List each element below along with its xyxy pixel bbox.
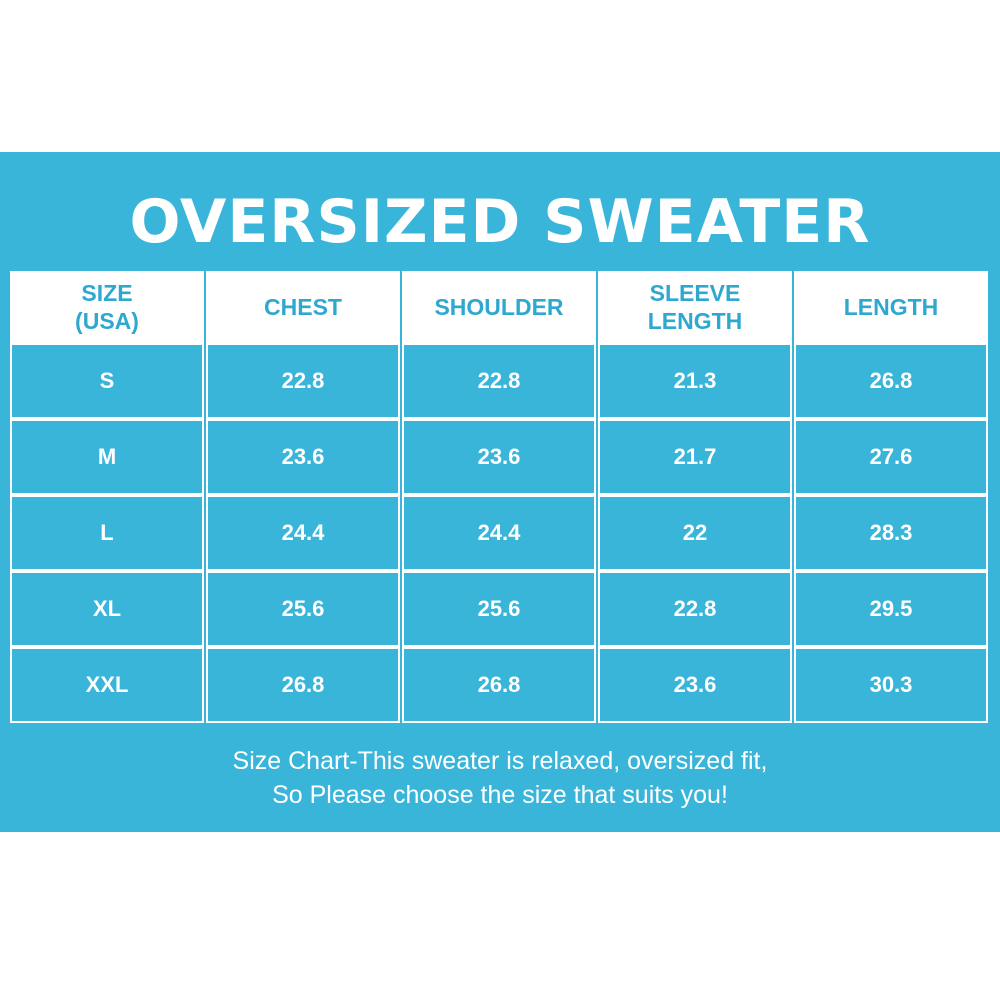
table-cell: 23.6: [402, 419, 596, 495]
table-cell: 22.8: [206, 343, 400, 419]
size-note-line-2: So Please choose the size that suits you…: [272, 781, 728, 809]
table-cell: 24.4: [402, 495, 596, 571]
header-shoulder: SHOULDER: [402, 271, 596, 343]
table-cell: L: [10, 495, 204, 571]
header-chest-label: CHEST: [264, 294, 342, 320]
header-size-label: SIZE (USA): [75, 280, 139, 334]
table-cell: 24.4: [206, 495, 400, 571]
table-cell: S: [10, 343, 204, 419]
table-cell: XXL: [10, 647, 204, 723]
header-chest: CHEST: [206, 271, 400, 343]
table-cell: 26.8: [794, 343, 988, 419]
size-note-line-1: Size Chart-This sweater is relaxed, over…: [232, 747, 768, 775]
table-cell: 22: [598, 495, 792, 571]
table-cell: 26.8: [206, 647, 400, 723]
header-sleeve-length: SLEEVE LENGTH: [598, 271, 792, 343]
table-cell: 25.6: [402, 571, 596, 647]
table-cell: 21.7: [598, 419, 792, 495]
table-cell: 22.8: [598, 571, 792, 647]
table-cell: 21.3: [598, 343, 792, 419]
header-shoulder-label: SHOULDER: [434, 294, 564, 320]
table-cell: 29.5: [794, 571, 988, 647]
table-cell: 28.3: [794, 495, 988, 571]
table-cell: 23.6: [206, 419, 400, 495]
table-cell: 27.6: [794, 419, 988, 495]
header-length-label: LENGTH: [843, 294, 939, 320]
table-cell: 22.8: [402, 343, 596, 419]
table-cell: 25.6: [206, 571, 400, 647]
size-table: SIZE (USA) CHEST SHOULDER SLEEVE LENGTH …: [10, 271, 988, 729]
table-cell: 23.6: [598, 647, 792, 723]
table-cell: 30.3: [794, 647, 988, 723]
header-size: SIZE (USA): [10, 271, 204, 343]
table-cell: 26.8: [402, 647, 596, 723]
table-cell: XL: [10, 571, 204, 647]
table-cell: M: [10, 419, 204, 495]
size-note: Size Chart-This sweater is relaxed, over…: [0, 744, 1000, 812]
header-sleeve-length-label: SLEEVE LENGTH: [647, 280, 743, 334]
header-length: LENGTH: [794, 271, 988, 343]
chart-title: OVERSIZED SWEATER: [129, 187, 871, 257]
